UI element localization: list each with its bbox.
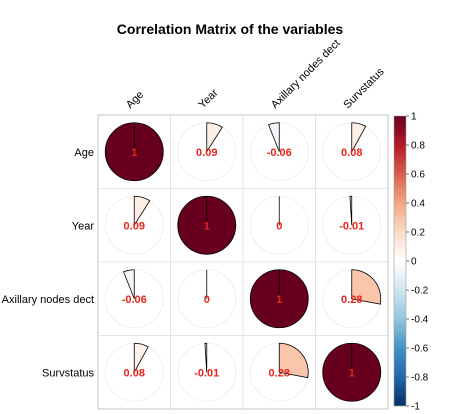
pie-slice <box>351 269 382 305</box>
cell-0-1: 0.09 <box>170 114 244 189</box>
value-label: 1 <box>131 147 137 159</box>
row-label: Survstatus <box>42 367 94 379</box>
cell-3-3: 1 <box>315 335 389 410</box>
pie-slice <box>349 195 353 226</box>
value-label: 0.08 <box>341 147 362 159</box>
color-bar-tick-label: -0.8 <box>411 373 429 384</box>
value-label: 0.09 <box>124 220 145 232</box>
column-label: Age <box>124 89 146 111</box>
color-bar-tick-label: 0.8 <box>411 141 425 152</box>
color-bar-tick-label: 0.4 <box>411 199 425 210</box>
value-label: -0.01 <box>194 367 219 379</box>
chart-title: Correlation Matrix of the variables <box>117 21 344 37</box>
row-label: Axillary nodes dect <box>2 294 94 306</box>
cell-0-2: -0.06 <box>242 114 316 189</box>
pie-slice <box>133 195 151 227</box>
cell-2-0: -0.06 <box>97 261 171 336</box>
color-bar-tick-label: 1 <box>411 112 417 123</box>
value-label: 0.28 <box>341 294 362 306</box>
pie-slice <box>351 122 367 152</box>
value-label: 0.28 <box>269 367 290 379</box>
color-bar-tick-label: 0 <box>411 257 417 268</box>
column-label: Axillary nodes dect <box>269 37 343 111</box>
value-label: 0.08 <box>124 367 145 379</box>
pie-slice <box>133 342 149 373</box>
cell-3-0: 0.08 <box>97 335 171 410</box>
color-bar-tick-label: 0.2 <box>411 228 425 239</box>
cell-1-1: 1 <box>170 188 244 263</box>
cell-2-2: 1 <box>242 261 316 336</box>
value-label: 0 <box>276 220 282 232</box>
pie-slice <box>278 342 309 379</box>
pie-slice <box>268 122 280 152</box>
column-label: Year <box>196 87 220 111</box>
value-label: 0 <box>204 294 210 306</box>
pie-slice <box>123 269 135 299</box>
value-label: 1 <box>349 367 355 379</box>
cell-2-1: 0 <box>170 261 244 336</box>
value-label: 1 <box>276 294 282 306</box>
color-bar-gradient <box>393 115 407 407</box>
cell-1-2: 0 <box>242 188 316 263</box>
color-bar-tick-label: -0.6 <box>411 344 429 355</box>
row-label: Year <box>72 220 95 232</box>
color-bar-tick-label: -1 <box>411 402 420 413</box>
column-label: Survstatus <box>341 66 387 112</box>
matrix-cells: 1 0.09 -0.06 0.08 0.09 1 0 -0.01 -0.06 0 1 0.28 0.08… <box>97 114 389 410</box>
color-bar-tick-label: -0.2 <box>411 286 429 297</box>
pie-slice <box>204 342 208 373</box>
cell-1-0: 0.09 <box>97 188 171 263</box>
pie-slice <box>206 122 223 154</box>
value-label: -0.01 <box>339 220 364 232</box>
row-label: Age <box>74 147 94 159</box>
color-bar-tick-label: -0.4 <box>411 315 429 326</box>
matrix-border <box>97 114 389 410</box>
cell-3-2: 0.28 <box>242 335 316 410</box>
row-labels: Age Year Axillary nodes dect Survstatus <box>2 147 95 380</box>
value-label: 1 <box>204 220 210 232</box>
color-bar-tick-label: 0.6 <box>411 170 425 181</box>
value-label: -0.06 <box>122 294 147 306</box>
value-label: -0.06 <box>267 147 292 159</box>
value-label: 0.09 <box>196 147 217 159</box>
color-bar: 1 0.8 0.6 0.4 0.2 0 -0.2 -0.4 -0.6 -0.8 -1 <box>393 112 429 413</box>
cell-0-3: 0.08 <box>315 114 389 189</box>
cell-3-1: -0.01 <box>170 335 244 410</box>
cell-2-3: 0.28 <box>315 261 389 336</box>
cell-0-0: 1 <box>97 114 171 189</box>
cell-1-3: -0.01 <box>315 188 389 263</box>
